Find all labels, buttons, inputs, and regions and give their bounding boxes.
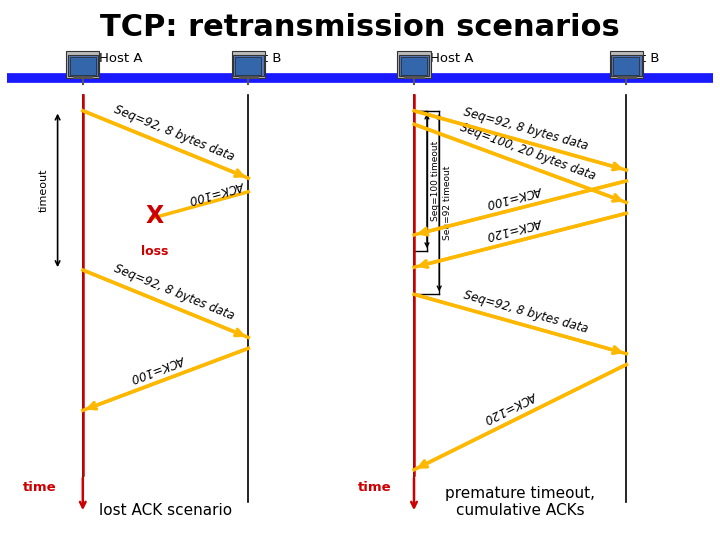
Text: Seq=100 timeout: Seq=100 timeout [431,141,439,221]
FancyBboxPatch shape [70,57,96,75]
Text: time: time [23,481,56,494]
FancyBboxPatch shape [613,57,639,75]
FancyBboxPatch shape [233,55,264,76]
FancyBboxPatch shape [611,55,642,76]
Text: Host A: Host A [430,52,473,65]
Text: Host B: Host B [238,52,281,65]
Text: Host B: Host B [616,52,659,65]
FancyBboxPatch shape [66,51,99,78]
Text: Host A: Host A [99,52,142,65]
Text: ACK=100: ACK=100 [486,183,544,210]
Text: TCP: retransmission scenarios: TCP: retransmission scenarios [100,14,620,43]
FancyBboxPatch shape [235,57,261,75]
Text: premature timeout,
cumulative ACKs: premature timeout, cumulative ACKs [445,486,595,518]
FancyBboxPatch shape [68,55,98,76]
FancyBboxPatch shape [232,51,265,78]
Text: ACK=120: ACK=120 [482,388,539,425]
Text: Seq=92, 8 bytes data: Seq=92, 8 bytes data [112,103,235,164]
Text: X: X [145,204,164,228]
FancyBboxPatch shape [399,55,429,76]
Text: lost ACK scenario: lost ACK scenario [99,503,232,518]
Text: timeout: timeout [39,168,49,212]
FancyBboxPatch shape [610,51,643,78]
Text: ACK=120: ACK=120 [486,215,544,242]
FancyBboxPatch shape [397,51,431,78]
Text: loss: loss [141,245,168,259]
Text: Seq=100, 20 bytes data: Seq=100, 20 bytes data [458,122,597,183]
FancyBboxPatch shape [401,57,427,75]
Text: ACK=100: ACK=100 [130,352,187,384]
Text: Seq=92, 8 bytes data: Seq=92, 8 bytes data [462,289,590,336]
Text: ACK=100: ACK=100 [189,178,247,205]
Text: Seq=92, 8 bytes data: Seq=92, 8 bytes data [112,262,235,323]
Text: time: time [358,481,391,494]
Text: Seq=92, 8 bytes data: Seq=92, 8 bytes data [462,105,590,153]
Text: Seq=92 timeout: Seq=92 timeout [443,165,452,240]
